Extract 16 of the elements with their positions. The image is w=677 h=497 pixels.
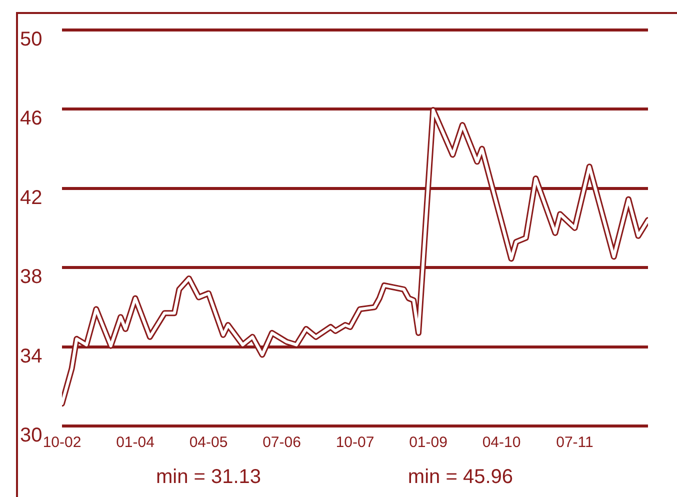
x-tick-label: 10-07: [336, 434, 374, 452]
x-tick-label: 07-06: [262, 434, 301, 452]
y-tick-label: 34: [20, 345, 42, 368]
x-tick-label: 01-09: [409, 434, 448, 452]
x-tick-label: 10-02: [42, 434, 82, 452]
x-tick-label: 04-05: [189, 434, 228, 452]
y-tick-label: 46: [20, 108, 42, 130]
text: min = 31.13: [156, 466, 262, 489]
y-tick-label: 38: [20, 266, 42, 288]
text: min = 45.96: [408, 466, 514, 489]
y-tick-label: 30: [20, 424, 42, 447]
x-tick-label: 01-04: [116, 434, 154, 452]
y-tick-label: 50: [20, 28, 42, 51]
y-tick-label: 42: [20, 186, 42, 209]
x-tick-label: 04-10: [482, 434, 521, 452]
x-tick-label: 07-11: [556, 434, 594, 452]
